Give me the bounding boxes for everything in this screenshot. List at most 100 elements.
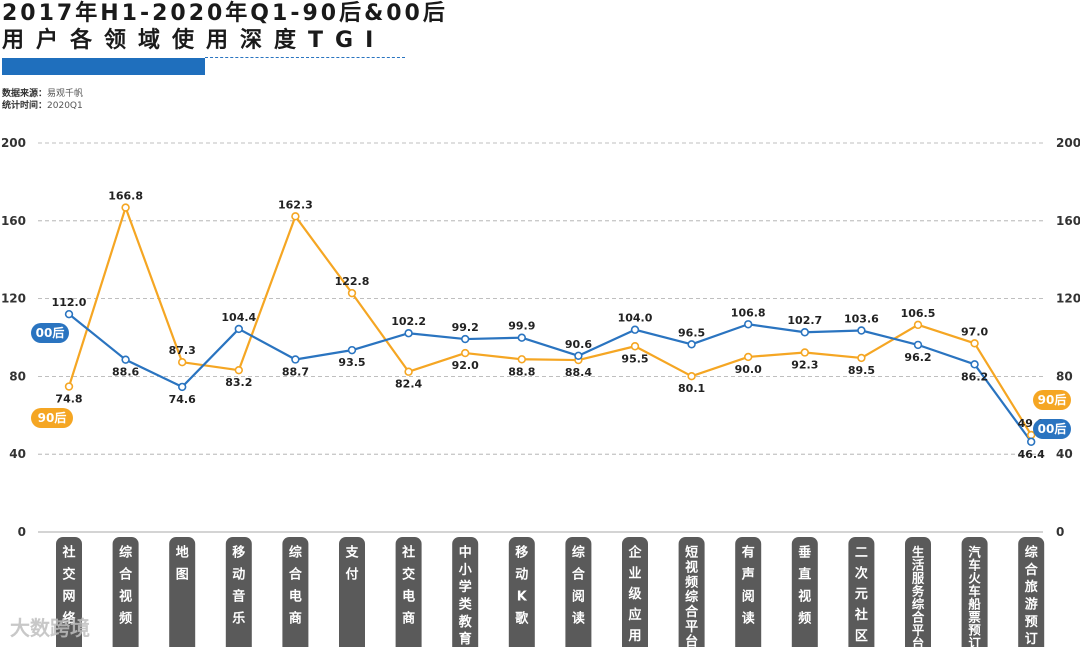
data-point-00 (743, 320, 753, 329)
title-line-2: 用户各领域使用深度TGI (2, 28, 386, 53)
data-point-00 (913, 340, 923, 350)
data-label-00: 46.4 (1018, 448, 1045, 461)
data-point-90 (461, 348, 470, 358)
category-char: 商 (402, 611, 415, 627)
data-label-00: 96.2 (904, 351, 931, 364)
data-point-90 (743, 352, 753, 362)
data-label-90: 166.8 (108, 190, 143, 203)
category-char: 移 (232, 545, 245, 561)
category-char: 汽 (968, 544, 981, 559)
category-char: 阅 (742, 589, 755, 605)
category-char: 直 (798, 567, 811, 583)
y-tick-label-left: 0 (18, 525, 26, 539)
category-char: 中 (459, 545, 472, 561)
category-char: 付 (345, 567, 358, 583)
category-box (791, 537, 818, 647)
data-point-00 (64, 309, 74, 319)
category-char: 小 (459, 563, 472, 578)
category-box (169, 537, 196, 647)
category-char: 交 (402, 567, 415, 583)
data-point-90 (517, 355, 526, 364)
category-char: 声 (741, 567, 755, 583)
category-char: 动 (232, 568, 245, 583)
category-box (282, 537, 309, 647)
data-label-90: 88.4 (565, 366, 592, 379)
data-point-00 (291, 355, 300, 364)
data-label-00: 93.5 (338, 356, 365, 369)
category-char: 图 (176, 568, 189, 583)
period-value: 2020Q1 (47, 101, 83, 111)
data-label-90: 162.3 (278, 198, 313, 211)
series-line-90 (67, 206, 1033, 436)
category-char: 元 (855, 587, 868, 602)
data-point-90 (630, 342, 640, 351)
legend-90-right-box (1033, 390, 1071, 410)
category-char: 读 (572, 611, 585, 627)
watermark: 大数跨境 (10, 616, 90, 640)
category-char: 合 (572, 567, 586, 583)
data-point-00 (687, 340, 696, 349)
category-char: 频 (119, 611, 132, 627)
category-char: 综 (119, 545, 132, 561)
category-char: 教 (458, 614, 473, 630)
series-line-00 (68, 313, 1033, 443)
legend-90-right: 90后 (1033, 390, 1071, 410)
category-char: 综 (1025, 545, 1038, 561)
chart-title: 2017年H1-2020年Q1-90后&00后 用户各领域使用深度TGI (2, 0, 448, 54)
data-point-00 (178, 382, 187, 392)
legend-00-right-box (1033, 419, 1071, 439)
data-point-00 (800, 328, 809, 337)
legend-00-right-text: 00后 (1038, 421, 1067, 436)
category-char: 船 (968, 596, 981, 611)
data-label-90: 88.8 (508, 365, 535, 378)
category-char: 乐 (232, 611, 245, 627)
category-char: 动 (515, 568, 528, 583)
y-tick-label-left: 120 (1, 292, 26, 306)
data-label-90: 95.5 (621, 352, 648, 365)
title-accent-bar (2, 58, 205, 75)
category-box (56, 537, 82, 647)
y-tick-label-right: 200 (1056, 136, 1080, 150)
category-box (622, 537, 648, 647)
category-char: 商 (289, 611, 302, 627)
data-point-90 (121, 203, 130, 212)
data-label-90: 89.5 (848, 364, 875, 377)
category-box (452, 537, 479, 647)
category-char: 业 (628, 565, 641, 581)
category-char: 学 (459, 579, 472, 595)
source-value: 易观千帆 (47, 89, 84, 99)
legend-00-left: 00后 (31, 323, 69, 343)
category-char: 音 (232, 589, 245, 605)
statistic-period: 统计时间：2020Q1 (2, 100, 83, 112)
data-label-90: 80.1 (678, 382, 705, 395)
category-box (678, 537, 705, 647)
data-point-90 (1026, 430, 1036, 440)
category-box (395, 537, 422, 647)
category-char: 区 (855, 629, 868, 644)
data-label-00: 88.6 (112, 366, 139, 379)
category-char: 订 (968, 635, 981, 647)
category-char: 预 (1025, 615, 1038, 630)
y-tick-label-right: 40 (1056, 447, 1073, 461)
category-char: 综 (572, 545, 585, 561)
title-line-1: 2017年H1-2020年Q1-90后&00后 (2, 1, 448, 26)
category-char: 车 (968, 557, 980, 572)
category-box (112, 537, 139, 647)
data-label-90: 82.4 (395, 378, 422, 391)
data-point-00 (461, 334, 470, 344)
data-point-00 (234, 324, 244, 334)
category-char: 育 (459, 631, 472, 647)
data-point-90 (404, 367, 413, 376)
category-char: 移 (515, 545, 528, 561)
category-char: 网 (62, 590, 75, 605)
data-point-90 (687, 372, 696, 381)
category-char: 台 (912, 635, 924, 647)
